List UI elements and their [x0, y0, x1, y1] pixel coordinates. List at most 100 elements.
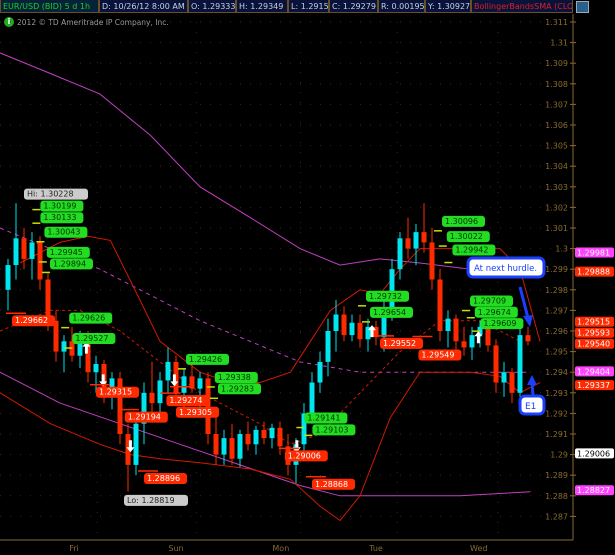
candle-body: [525, 335, 531, 342]
green-price-label: 1.29732: [369, 292, 402, 301]
down-arrow-icon: [170, 374, 179, 387]
green-price-label-bg: [69, 312, 113, 324]
candle-body: [357, 322, 363, 340]
green-price-label: 1.29103: [315, 425, 348, 434]
symbol-cell[interactable]: EUR/USD (BID) 5 d 1h: [0, 0, 99, 13]
axis-price-tag: 1.29540: [577, 340, 610, 349]
red-price-label: 1.29549: [421, 351, 454, 360]
candle-body: [397, 238, 403, 270]
axis-price-tag: 1.29515: [577, 318, 610, 327]
red-price-label-bg: [144, 473, 187, 485]
green-price-label: 1.29338: [218, 373, 251, 382]
candle-body: [141, 392, 147, 424]
axis-price-tag-bg: [575, 380, 614, 391]
candle-body: [125, 434, 131, 465]
candle-body: [437, 279, 443, 331]
y-tick-label: 1.288: [545, 492, 568, 501]
candle-body: [349, 322, 355, 336]
y-tick-label: 1.3: [555, 245, 568, 254]
axis-price-tag-bg: [575, 366, 614, 377]
y-tick-label: 1.295: [545, 348, 568, 357]
candle-body: [493, 345, 499, 383]
green-price-label-bg: [44, 226, 88, 238]
study-cell[interactable]: BollingerBandsSMA (CLO...: [471, 0, 573, 13]
candle-body: [85, 337, 91, 373]
axis-price-tag: 1.29337: [577, 381, 610, 390]
green-price-label: 1.29654: [373, 308, 406, 317]
candle-body: [485, 326, 491, 346]
axis-price-tag-bg: [575, 448, 614, 459]
green-price-label: 1.30199: [43, 202, 76, 211]
y-tick-label: 1.31: [550, 39, 568, 48]
x-tick-label: Tue: [368, 544, 383, 553]
candle-body: [517, 335, 523, 393]
green-price-label: 1.29141: [307, 414, 340, 423]
axis-price-tag: 1.29593: [577, 329, 610, 338]
candle-body: [109, 378, 115, 393]
low-label: Lo: 1.28819: [127, 496, 175, 505]
candle-body: [237, 434, 243, 459]
green-price-label: 1.29894: [53, 259, 86, 268]
candle-body: [181, 376, 187, 393]
up-arrow-icon: [82, 341, 91, 354]
candle-body: [157, 380, 163, 404]
candle-body: [277, 427, 283, 447]
green-price-label: 1.29942: [455, 246, 488, 255]
candle-body: [405, 238, 411, 249]
candle-body: [133, 423, 139, 465]
candle-body: [117, 378, 123, 434]
y-tick-label: 1.291: [545, 430, 568, 439]
green-price-label-bg: [366, 290, 409, 302]
red-price-label: 1.29006: [288, 451, 321, 460]
green-price-label-bg: [40, 200, 84, 212]
green-price-label-bg: [46, 246, 90, 258]
red-price-label-bg: [12, 315, 55, 327]
candle-body: [173, 361, 179, 393]
red-price-label-bg: [96, 386, 139, 398]
close-cell: C: 1.29279: [329, 0, 378, 13]
y-cell: Y: 1.30927: [425, 0, 471, 13]
callout-arrowhead-icon: [527, 375, 537, 385]
red-price-label: 1.29274: [169, 396, 202, 405]
candle-body: [45, 279, 51, 321]
copyright-text: 2012 © TD Ameritrade IP Company, Inc.: [17, 17, 169, 27]
candle-body: [373, 326, 379, 338]
candle-body: [149, 392, 155, 404]
candle-body: [413, 232, 419, 249]
callout-box: [518, 394, 546, 416]
candle-body: [461, 341, 467, 348]
green-price-label-bg: [50, 258, 93, 270]
axis-price-tag: 1.29404: [577, 367, 610, 376]
candle-body: [365, 326, 371, 340]
candle-body: [29, 242, 35, 259]
y-tick-label: 1.303: [545, 183, 568, 192]
sma-lower-line: [0, 371, 531, 497]
candle-body: [509, 372, 515, 393]
green-price-label: 1.29426: [189, 355, 222, 364]
candle-body: [229, 438, 235, 459]
open-cell: O: 1.29333: [188, 0, 236, 13]
high-cell: H: 1.29349: [236, 0, 288, 13]
down-arrow-icon: [99, 374, 108, 387]
x-tick-label: Sun: [168, 544, 183, 553]
y-tick-label: 1.289: [545, 471, 568, 480]
y-tick-label: 1.301: [545, 224, 568, 233]
y-tick-label: 1.299: [545, 265, 568, 274]
green-price-label-bg: [470, 295, 513, 307]
high-label-bg: [24, 188, 88, 200]
x-tick-label: Fri: [69, 544, 79, 553]
chart-settings-icon[interactable]: [576, 1, 589, 13]
red-price-label: 1.29305: [179, 408, 212, 417]
green-price-label-bg: [370, 306, 413, 318]
y-tick-label: 1.308: [545, 80, 568, 89]
red-price-label: 1.28868: [315, 480, 348, 489]
green-price-label: 1.29609: [483, 319, 516, 328]
high-label: Hi: 1.30228: [27, 190, 74, 199]
red-price-label-bg: [312, 478, 355, 490]
axis-price-tag-bg: [575, 327, 614, 338]
bollinger-upper-line: [19, 235, 541, 383]
bollinger-lower-line: [0, 371, 541, 522]
red-price-label-bg: [124, 411, 168, 423]
info-icon[interactable]: i: [4, 17, 14, 27]
